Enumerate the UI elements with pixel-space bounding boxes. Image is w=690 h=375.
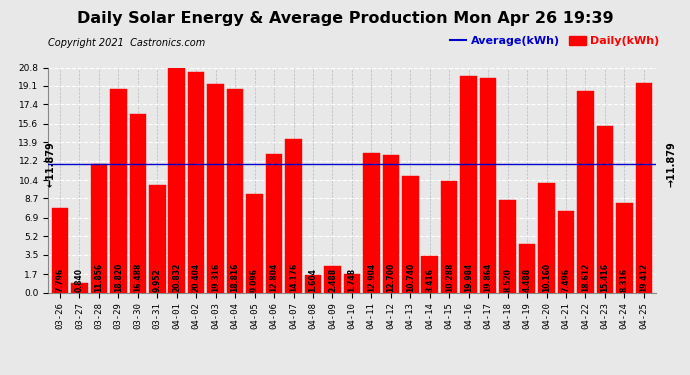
Text: 11.856: 11.856: [95, 262, 103, 292]
Bar: [577, 91, 593, 292]
Bar: [168, 67, 185, 292]
Text: 10.288: 10.288: [445, 262, 454, 292]
Bar: [500, 200, 516, 292]
Bar: [266, 154, 282, 292]
Text: 7.496: 7.496: [562, 268, 571, 292]
Legend: Average(kWh), Daily(kWh): Average(kWh), Daily(kWh): [445, 32, 664, 51]
Bar: [149, 185, 166, 292]
Text: 7.796: 7.796: [55, 267, 64, 292]
Bar: [363, 153, 380, 292]
Text: 18.820: 18.820: [114, 262, 123, 292]
Bar: [52, 208, 68, 292]
Bar: [422, 255, 438, 292]
Bar: [460, 76, 477, 292]
Text: 12.804: 12.804: [270, 262, 279, 292]
Text: Copyright 2021  Castronics.com: Copyright 2021 Castronics.com: [48, 38, 206, 48]
Bar: [285, 139, 302, 292]
Text: ←11.879: ←11.879: [46, 141, 55, 187]
Text: 8.316: 8.316: [620, 268, 629, 292]
Text: 4.488: 4.488: [522, 267, 531, 292]
Bar: [130, 114, 146, 292]
Bar: [188, 72, 204, 292]
Text: 8.520: 8.520: [503, 268, 512, 292]
Text: 1.604: 1.604: [308, 268, 317, 292]
Text: 20.404: 20.404: [192, 262, 201, 292]
Bar: [227, 89, 244, 292]
Bar: [71, 284, 88, 292]
Text: →11.879: →11.879: [666, 141, 676, 187]
Bar: [558, 211, 574, 292]
Text: 3.416: 3.416: [425, 268, 434, 292]
Text: 10.740: 10.740: [406, 262, 415, 292]
Bar: [344, 274, 360, 292]
Bar: [90, 164, 107, 292]
Bar: [616, 202, 633, 292]
Text: Daily Solar Energy & Average Production Mon Apr 26 19:39: Daily Solar Energy & Average Production …: [77, 11, 613, 26]
Bar: [110, 89, 127, 292]
Text: 0.840: 0.840: [75, 268, 84, 292]
Bar: [324, 266, 341, 292]
Bar: [480, 78, 496, 292]
Bar: [246, 194, 263, 292]
Text: 9.952: 9.952: [152, 268, 161, 292]
Bar: [305, 275, 322, 292]
Bar: [519, 244, 535, 292]
Text: 18.816: 18.816: [230, 262, 239, 292]
Bar: [597, 126, 613, 292]
Text: 9.096: 9.096: [250, 268, 259, 292]
Text: 16.488: 16.488: [133, 262, 142, 292]
Text: 19.316: 19.316: [211, 262, 220, 292]
Text: 14.176: 14.176: [289, 262, 298, 292]
Text: 10.160: 10.160: [542, 262, 551, 292]
Text: 19.984: 19.984: [464, 262, 473, 292]
Bar: [382, 155, 399, 292]
Text: 20.832: 20.832: [172, 262, 181, 292]
Bar: [441, 181, 457, 292]
Text: 12.904: 12.904: [367, 262, 376, 292]
Text: 1.748: 1.748: [347, 267, 357, 292]
Text: 12.700: 12.700: [386, 262, 395, 292]
Bar: [635, 82, 652, 292]
Text: 2.488: 2.488: [328, 267, 337, 292]
Bar: [402, 176, 419, 292]
Text: 19.864: 19.864: [484, 262, 493, 292]
Text: 15.416: 15.416: [600, 262, 609, 292]
Text: 18.612: 18.612: [581, 262, 590, 292]
Text: 19.412: 19.412: [640, 262, 649, 292]
Bar: [538, 183, 555, 292]
Bar: [208, 84, 224, 292]
